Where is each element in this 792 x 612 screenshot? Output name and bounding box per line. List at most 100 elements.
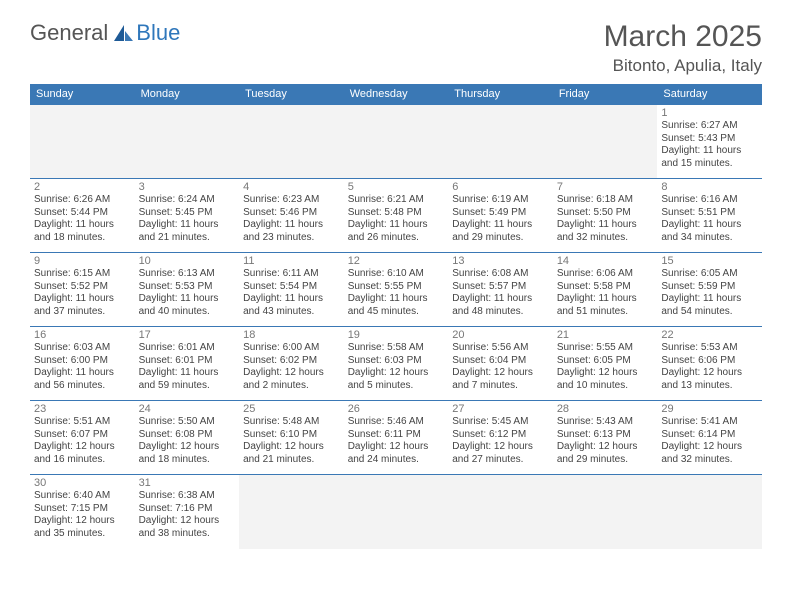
calendar-row: 30Sunrise: 6:40 AMSunset: 7:15 PMDayligh… (30, 475, 762, 549)
header: General Blue March 2025 Bitonto, Apulia,… (30, 20, 762, 84)
calendar-cell: 10Sunrise: 6:13 AMSunset: 5:53 PMDayligh… (135, 253, 240, 327)
sunset-line: Sunset: 6:10 PM (243, 429, 340, 442)
calendar-table: SundayMondayTuesdayWednesdayThursdayFrid… (30, 84, 762, 549)
calendar-cell: 9Sunrise: 6:15 AMSunset: 5:52 PMDaylight… (30, 253, 135, 327)
calendar-cell: 7Sunrise: 6:18 AMSunset: 5:50 PMDaylight… (553, 179, 658, 253)
calendar-cell-blank (239, 105, 344, 179)
day-number: 22 (661, 329, 758, 341)
sunset-line: Sunset: 6:07 PM (34, 429, 131, 442)
sunset-line: Sunset: 6:05 PM (557, 355, 654, 368)
calendar-cell-blank (657, 475, 762, 549)
day-number: 27 (452, 403, 549, 415)
sunset-line: Sunset: 6:00 PM (34, 355, 131, 368)
day-number: 17 (139, 329, 236, 341)
sunset-line: Sunset: 5:46 PM (243, 207, 340, 220)
day-number: 21 (557, 329, 654, 341)
daylight-line: Daylight: 11 hours and 45 minutes. (348, 293, 445, 318)
daylight-line: Daylight: 11 hours and 51 minutes. (557, 293, 654, 318)
sunrise-line: Sunrise: 6:10 AM (348, 268, 445, 281)
calendar-cell: 23Sunrise: 5:51 AMSunset: 6:07 PMDayligh… (30, 401, 135, 475)
logo-text-general: General (30, 20, 108, 46)
sunset-line: Sunset: 6:02 PM (243, 355, 340, 368)
calendar-cell-blank (239, 475, 344, 549)
weekday-header: Saturday (657, 84, 762, 105)
day-number: 7 (557, 181, 654, 193)
calendar-cell: 20Sunrise: 5:56 AMSunset: 6:04 PMDayligh… (448, 327, 553, 401)
daylight-line: Daylight: 11 hours and 40 minutes. (139, 293, 236, 318)
sunset-line: Sunset: 6:13 PM (557, 429, 654, 442)
sunrise-line: Sunrise: 5:58 AM (348, 342, 445, 355)
sunrise-line: Sunrise: 6:38 AM (139, 490, 236, 503)
sunset-line: Sunset: 5:54 PM (243, 281, 340, 294)
sunrise-line: Sunrise: 6:08 AM (452, 268, 549, 281)
daylight-line: Daylight: 11 hours and 23 minutes. (243, 219, 340, 244)
calendar-cell: 17Sunrise: 6:01 AMSunset: 6:01 PMDayligh… (135, 327, 240, 401)
daylight-line: Daylight: 11 hours and 26 minutes. (348, 219, 445, 244)
sunrise-line: Sunrise: 6:26 AM (34, 194, 131, 207)
calendar-cell: 15Sunrise: 6:05 AMSunset: 5:59 PMDayligh… (657, 253, 762, 327)
sunrise-line: Sunrise: 5:43 AM (557, 416, 654, 429)
daylight-line: Daylight: 11 hours and 56 minutes. (34, 367, 131, 392)
sunrise-line: Sunrise: 6:05 AM (661, 268, 758, 281)
day-number: 19 (348, 329, 445, 341)
calendar-cell: 18Sunrise: 6:00 AMSunset: 6:02 PMDayligh… (239, 327, 344, 401)
daylight-line: Daylight: 12 hours and 24 minutes. (348, 441, 445, 466)
day-number: 4 (243, 181, 340, 193)
sunrise-line: Sunrise: 5:48 AM (243, 416, 340, 429)
sunrise-line: Sunrise: 6:23 AM (243, 194, 340, 207)
sunrise-line: Sunrise: 6:13 AM (139, 268, 236, 281)
sunrise-line: Sunrise: 6:01 AM (139, 342, 236, 355)
calendar-cell: 29Sunrise: 5:41 AMSunset: 6:14 PMDayligh… (657, 401, 762, 475)
sunset-line: Sunset: 5:52 PM (34, 281, 131, 294)
day-number: 28 (557, 403, 654, 415)
calendar-cell: 2Sunrise: 6:26 AMSunset: 5:44 PMDaylight… (30, 179, 135, 253)
daylight-line: Daylight: 12 hours and 32 minutes. (661, 441, 758, 466)
sunset-line: Sunset: 5:45 PM (139, 207, 236, 220)
calendar-cell: 27Sunrise: 5:45 AMSunset: 6:12 PMDayligh… (448, 401, 553, 475)
calendar-cell: 30Sunrise: 6:40 AMSunset: 7:15 PMDayligh… (30, 475, 135, 549)
sunrise-line: Sunrise: 5:51 AM (34, 416, 131, 429)
day-number: 15 (661, 255, 758, 267)
daylight-line: Daylight: 12 hours and 18 minutes. (139, 441, 236, 466)
sunset-line: Sunset: 5:50 PM (557, 207, 654, 220)
weekday-header: Tuesday (239, 84, 344, 105)
sunrise-line: Sunrise: 6:15 AM (34, 268, 131, 281)
sunset-line: Sunset: 6:14 PM (661, 429, 758, 442)
sunset-line: Sunset: 6:04 PM (452, 355, 549, 368)
calendar-cell: 21Sunrise: 5:55 AMSunset: 6:05 PMDayligh… (553, 327, 658, 401)
weekday-header: Wednesday (344, 84, 449, 105)
daylight-line: Daylight: 12 hours and 16 minutes. (34, 441, 131, 466)
calendar-cell: 14Sunrise: 6:06 AMSunset: 5:58 PMDayligh… (553, 253, 658, 327)
calendar-cell: 16Sunrise: 6:03 AMSunset: 6:00 PMDayligh… (30, 327, 135, 401)
sunset-line: Sunset: 5:53 PM (139, 281, 236, 294)
weekday-header: Thursday (448, 84, 553, 105)
sunset-line: Sunset: 5:49 PM (452, 207, 549, 220)
day-number: 24 (139, 403, 236, 415)
sunset-line: Sunset: 6:08 PM (139, 429, 236, 442)
calendar-cell: 1Sunrise: 6:27 AMSunset: 5:43 PMDaylight… (657, 105, 762, 179)
calendar-cell-blank (553, 105, 658, 179)
calendar-cell: 25Sunrise: 5:48 AMSunset: 6:10 PMDayligh… (239, 401, 344, 475)
sunrise-line: Sunrise: 6:16 AM (661, 194, 758, 207)
daylight-line: Daylight: 11 hours and 18 minutes. (34, 219, 131, 244)
weekday-header-row: SundayMondayTuesdayWednesdayThursdayFrid… (30, 84, 762, 105)
day-number: 2 (34, 181, 131, 193)
daylight-line: Daylight: 11 hours and 29 minutes. (452, 219, 549, 244)
daylight-line: Daylight: 12 hours and 35 minutes. (34, 515, 131, 540)
daylight-line: Daylight: 12 hours and 13 minutes. (661, 367, 758, 392)
sunrise-line: Sunrise: 5:53 AM (661, 342, 758, 355)
sunrise-line: Sunrise: 5:50 AM (139, 416, 236, 429)
calendar-cell: 22Sunrise: 5:53 AMSunset: 6:06 PMDayligh… (657, 327, 762, 401)
title-block: March 2025 Bitonto, Apulia, Italy (604, 20, 762, 76)
daylight-line: Daylight: 12 hours and 2 minutes. (243, 367, 340, 392)
sunrise-line: Sunrise: 6:24 AM (139, 194, 236, 207)
day-number: 25 (243, 403, 340, 415)
sunset-line: Sunset: 6:03 PM (348, 355, 445, 368)
daylight-line: Daylight: 11 hours and 43 minutes. (243, 293, 340, 318)
daylight-line: Daylight: 11 hours and 32 minutes. (557, 219, 654, 244)
sunrise-line: Sunrise: 6:19 AM (452, 194, 549, 207)
daylight-line: Daylight: 11 hours and 21 minutes. (139, 219, 236, 244)
day-number: 10 (139, 255, 236, 267)
sunrise-line: Sunrise: 5:55 AM (557, 342, 654, 355)
sunrise-line: Sunrise: 6:00 AM (243, 342, 340, 355)
